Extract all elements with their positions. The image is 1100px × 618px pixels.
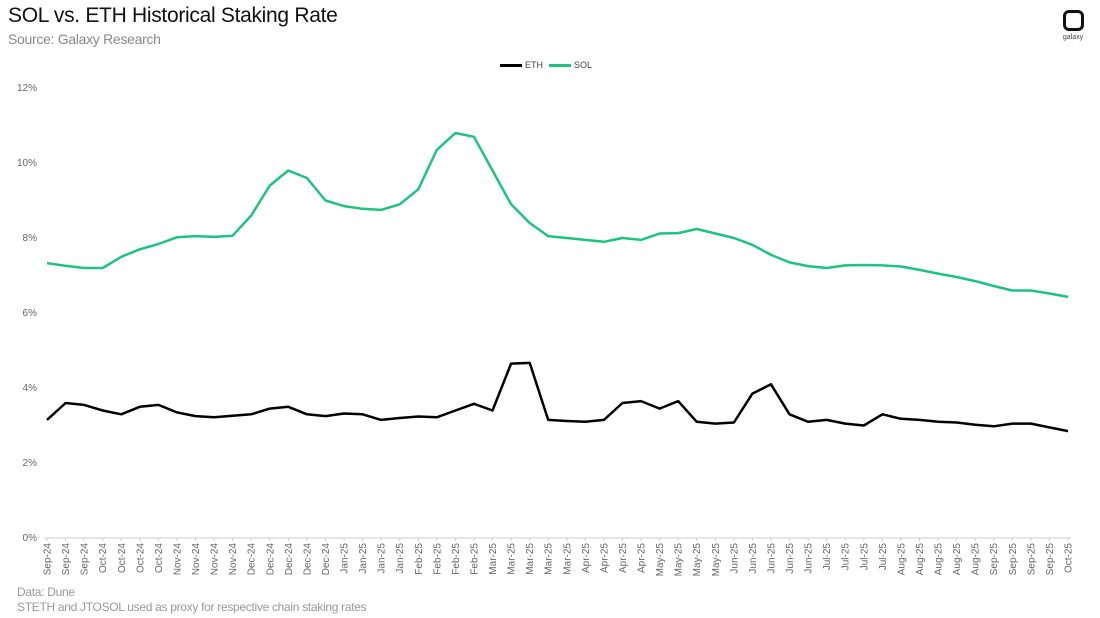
legend-item-sol: SOL [549, 60, 592, 70]
x-tick-label: Jul-25 [878, 543, 889, 571]
galaxy-logo-text: galaxy [1062, 34, 1084, 41]
x-tick-label: Aug-25 [971, 543, 982, 576]
x-tick-label: Nov-24 [228, 543, 239, 576]
x-tick-label: Jul-25 [822, 543, 833, 571]
legend-item-eth: ETH [500, 60, 543, 70]
x-tick-label: Sep-25 [1045, 543, 1056, 576]
x-tick-label: Aug-25 [915, 543, 926, 576]
y-tick-label: 2% [23, 458, 38, 469]
x-tick-label: Aug-25 [952, 543, 963, 576]
x-tick-label: Sep-25 [989, 543, 1000, 576]
chart-subtitle: Source: Galaxy Research [8, 31, 161, 47]
chart-legend: ETH SOL [500, 60, 592, 70]
x-tick-label: Nov-24 [172, 543, 183, 576]
x-tick-label: Mar-25 [544, 543, 555, 575]
data-source-note: Data: Dune [17, 585, 75, 599]
x-tick-label: Nov-24 [191, 543, 202, 576]
x-tick-label: Apr-25 [581, 543, 592, 573]
chart-title: SOL vs. ETH Historical Staking Rate [8, 4, 338, 27]
x-tick-label: Feb-25 [432, 543, 443, 575]
x-tick-label: May-25 [692, 543, 703, 577]
x-tick-label: Oct-24 [154, 543, 165, 573]
y-tick-label: 4% [23, 383, 38, 394]
y-tick-label: 12% [17, 83, 37, 94]
sol-line [46, 131, 1069, 299]
x-axis: Sep-24 Sep-24 Sep-24 Oct-24 Oct-24 Oct-24 Oct-… [43, 537, 1075, 577]
galaxy-logo: galaxy [1058, 10, 1088, 41]
x-tick-label: Oct-24 [117, 543, 128, 573]
x-tick-label: Oct-25 [1064, 543, 1075, 573]
x-tick-label: Apr-25 [637, 543, 648, 573]
x-tick-label: Dec-24 [321, 543, 332, 576]
legend-label-eth: ETH [525, 60, 543, 70]
x-tick-label: Jan-25 [377, 543, 388, 574]
y-tick-label: 8% [23, 233, 38, 244]
x-tick-label: Mar-25 [507, 543, 518, 575]
x-tick-label: Jan-25 [358, 543, 369, 574]
x-tick-label: Aug-25 [896, 543, 907, 576]
y-axis: 0% 2% 4% 6% 8% 10% 12% [17, 83, 37, 544]
x-tick-label: Jun-25 [748, 543, 759, 574]
x-tick-label: Oct-24 [135, 543, 146, 573]
x-tick-label: Jun-25 [766, 543, 777, 574]
x-tick-label: Feb-25 [414, 543, 425, 575]
x-tick-label: Dec-24 [284, 543, 295, 576]
galaxy-logo-icon [1062, 10, 1084, 31]
x-tick-label: Sep-25 [1026, 543, 1037, 576]
x-tick-label: May-25 [674, 543, 685, 577]
x-tick-label: Jun-25 [729, 543, 740, 574]
legend-swatch-sol [549, 63, 571, 67]
x-tick-label: Jul-25 [841, 543, 852, 571]
x-tick-label: Dec-24 [247, 543, 258, 576]
proxy-note: STETH and JTOSOL used as proxy for respe… [17, 600, 367, 614]
x-tick-label: Sep-24 [43, 543, 54, 576]
x-tick-label: Sep-24 [80, 543, 91, 576]
x-tick-label: May-25 [711, 543, 722, 577]
legend-label-sol: SOL [574, 60, 593, 70]
x-tick-label: Mar-25 [488, 543, 499, 575]
x-tick-label: Dec-24 [265, 543, 276, 576]
x-tick-label: Jan-25 [340, 543, 351, 574]
x-tick-label: Feb-25 [469, 543, 480, 575]
legend-swatch-eth [500, 63, 522, 67]
x-tick-label: Apr-25 [618, 543, 629, 573]
x-tick-label: Aug-25 [934, 543, 945, 576]
x-tick-label: Feb-25 [451, 543, 462, 575]
x-tick-label: Sep-24 [61, 543, 72, 576]
x-tick-label: Mar-25 [525, 543, 536, 575]
x-tick-label: Jun-25 [785, 543, 796, 574]
x-tick-label: Dec-24 [302, 543, 313, 576]
x-tick-label: Jun-25 [804, 543, 815, 574]
x-tick-label: Jan-25 [395, 543, 406, 574]
x-tick-label: Oct-24 [98, 543, 109, 573]
x-tick-label: May-25 [655, 543, 666, 577]
x-tick-label: Nov-24 [210, 543, 221, 576]
y-tick-label: 0% [23, 533, 38, 544]
x-tick-label: Apr-25 [599, 543, 610, 573]
x-tick-label: Jul-25 [859, 543, 870, 571]
eth-line [46, 361, 1069, 433]
x-tick-label: Sep-25 [1008, 543, 1019, 576]
y-tick-label: 6% [23, 308, 38, 319]
y-tick-label: 10% [17, 158, 37, 169]
x-tick-label: Mar-25 [562, 543, 573, 575]
